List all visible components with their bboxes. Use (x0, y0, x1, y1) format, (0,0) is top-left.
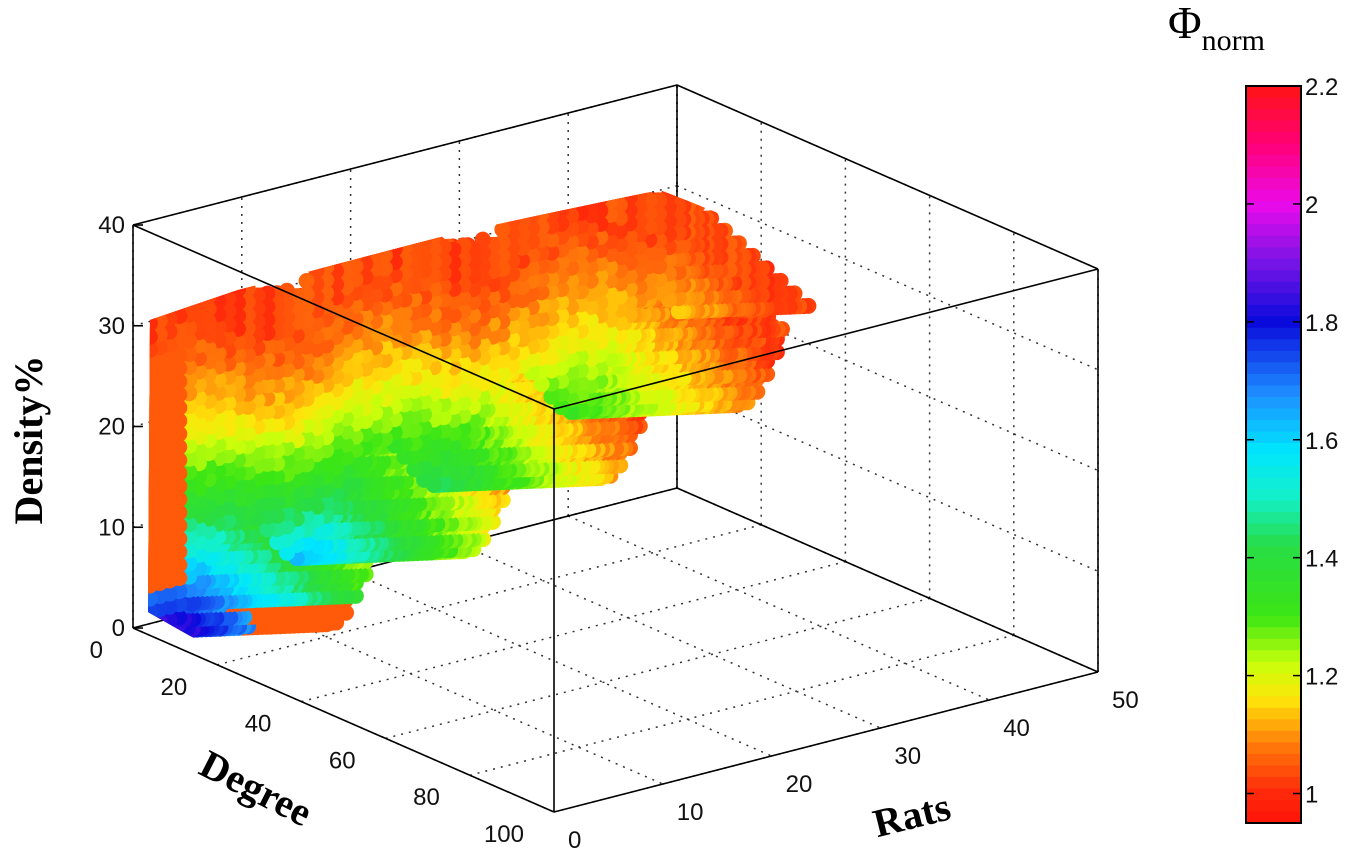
data-surface (148, 190, 817, 639)
grid-line (469, 634, 1014, 776)
box-edge (676, 487, 1099, 673)
grid-line (676, 386, 1099, 572)
grid-line (301, 560, 846, 703)
grid-line (459, 543, 881, 729)
grid-line (350, 571, 772, 757)
grid-line (567, 515, 990, 701)
grid-line (217, 524, 762, 666)
grid-line (385, 597, 930, 740)
box-edge (132, 627, 555, 813)
